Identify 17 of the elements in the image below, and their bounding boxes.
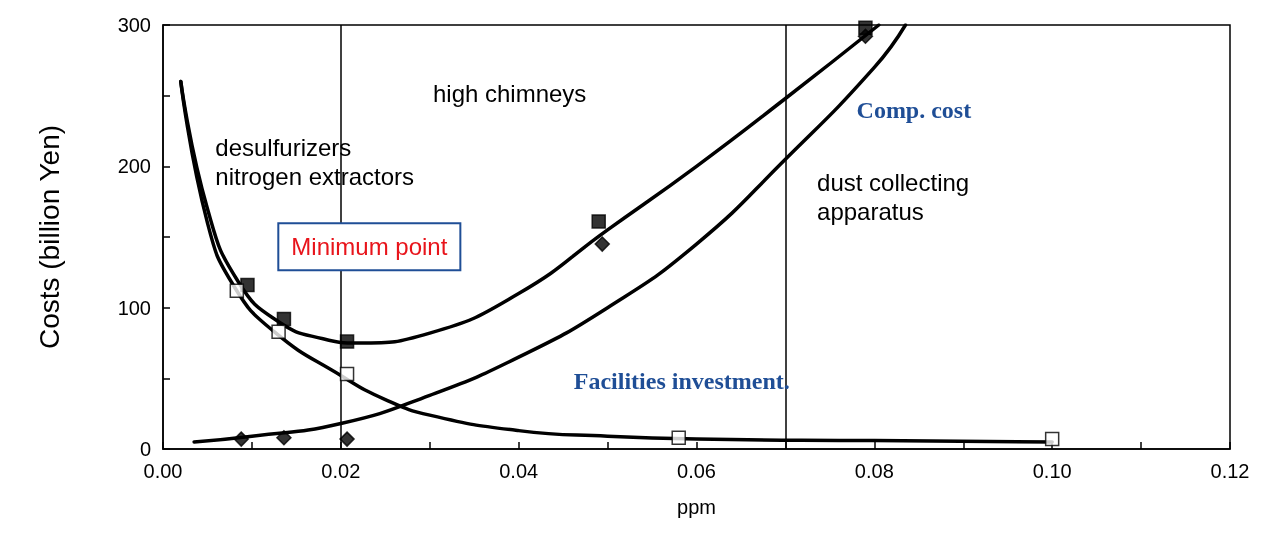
- y-axis-title: Costs (billion Yen): [33, 124, 65, 350]
- y-tick-label: 100: [117, 296, 151, 319]
- x-tick-label: 0.00: [143, 460, 183, 482]
- x-tick-label: 0.06: [677, 460, 716, 482]
- annotation: high chimneys: [432, 80, 587, 108]
- x-tick-label: 0.04: [499, 460, 539, 482]
- x-tick-label: 0.10: [1032, 460, 1072, 482]
- y-tick-label: 200: [117, 155, 151, 178]
- x-tick-label: 0.12: [1210, 460, 1250, 482]
- annotation: Comp. cost: [856, 97, 972, 124]
- y-tick-label: 0: [139, 438, 151, 460]
- x-axis-title: ppm: [677, 496, 716, 518]
- annotation: Minimum point: [291, 233, 448, 261]
- y-tick-label: 300: [117, 14, 151, 36]
- x-tick-label: 0.02: [321, 460, 361, 482]
- x-tick-label: 0.08: [854, 460, 894, 482]
- annotation: dust collecting apparatus: [817, 168, 970, 225]
